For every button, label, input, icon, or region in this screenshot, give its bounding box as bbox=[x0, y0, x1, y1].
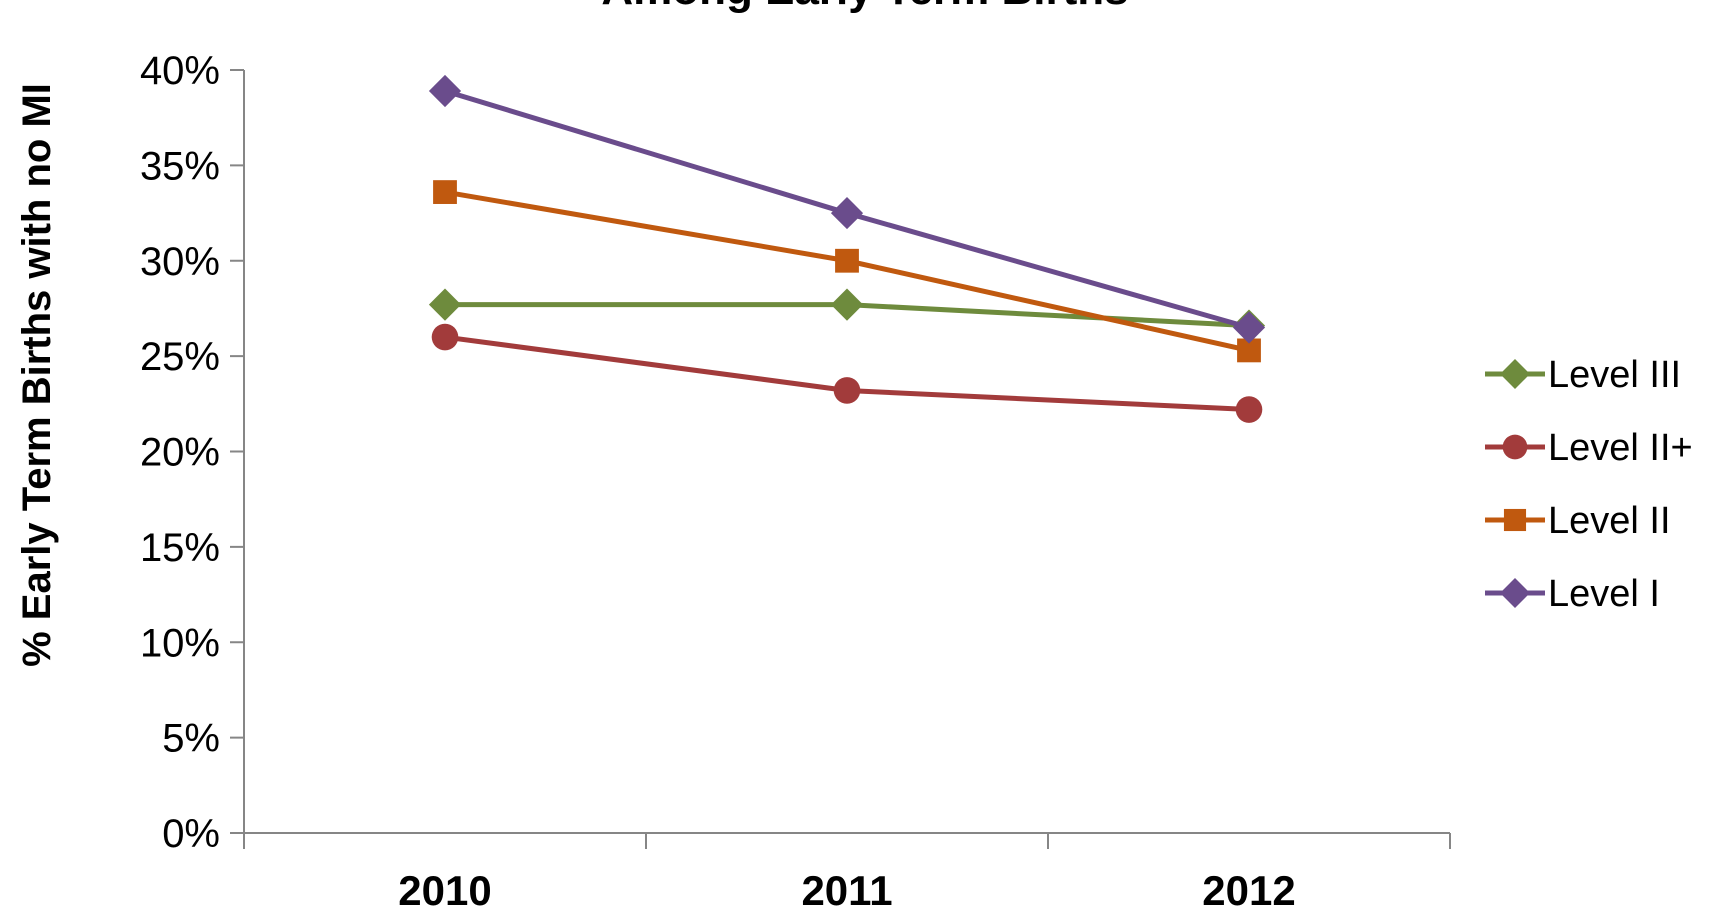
data-point bbox=[830, 288, 864, 321]
legend-item: Level I bbox=[1485, 573, 1660, 615]
y-tick-label: 40% bbox=[140, 49, 220, 93]
legend-marker bbox=[1503, 508, 1527, 532]
data-point bbox=[833, 377, 861, 404]
chart-title: Among Early Term Births bbox=[601, 0, 1128, 14]
data-point bbox=[1237, 338, 1261, 363]
legend-item: Level II+ bbox=[1485, 427, 1693, 469]
y-tick-label: 15% bbox=[140, 526, 220, 570]
legend-label: Level II+ bbox=[1548, 427, 1693, 469]
data-point bbox=[1235, 396, 1263, 423]
data-point bbox=[433, 180, 457, 204]
data-point bbox=[1232, 311, 1266, 344]
series-level-i bbox=[428, 74, 1266, 344]
y-tick-label: 25% bbox=[140, 335, 220, 379]
x-axis-ticks: 2010 2011 2012 bbox=[243, 833, 1451, 914]
legend-label: Level III bbox=[1548, 354, 1681, 396]
series-layer bbox=[428, 74, 1266, 423]
data-point bbox=[830, 196, 864, 230]
legend-marker bbox=[1500, 578, 1530, 608]
y-tick-label: 5% bbox=[162, 717, 220, 761]
legend-marker bbox=[1502, 434, 1528, 460]
data-point bbox=[428, 288, 462, 321]
data-point bbox=[431, 323, 459, 351]
y-tick-label: 35% bbox=[140, 144, 220, 188]
legend-item: Level III bbox=[1485, 354, 1681, 396]
y-axis-ticks: 0% 5% 10% 15% 20% 25% 30% 35% 40% bbox=[140, 49, 244, 856]
data-point bbox=[835, 248, 859, 273]
y-tick-label: 10% bbox=[140, 621, 220, 665]
legend-item: Level II bbox=[1485, 500, 1671, 542]
legend: Level III Level II+ Level II Level I bbox=[1485, 354, 1693, 615]
y-tick-label: 30% bbox=[140, 240, 220, 284]
legend-label: Level II bbox=[1548, 500, 1671, 542]
data-point bbox=[428, 74, 462, 108]
series-level-ii- bbox=[431, 323, 1263, 423]
legend-marker bbox=[1500, 359, 1530, 389]
legend-label: Level I bbox=[1548, 573, 1660, 615]
y-tick-label: 0% bbox=[162, 812, 220, 856]
y-axis-title: % Early Term Births with no MI bbox=[15, 83, 59, 667]
x-tick-label: 2012 bbox=[1202, 867, 1295, 914]
y-tick-label: 20% bbox=[140, 431, 220, 475]
x-tick-label: 2011 bbox=[801, 867, 892, 914]
x-tick-label: 2010 bbox=[398, 867, 491, 914]
series-level-ii bbox=[433, 180, 1261, 363]
